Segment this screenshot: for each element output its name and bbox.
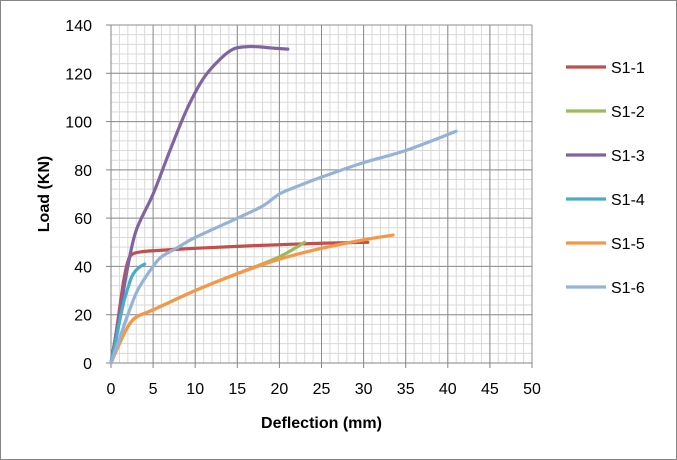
series-layer xyxy=(109,44,458,365)
x-tick-label: 0 xyxy=(107,381,116,398)
series-line-s1-1 xyxy=(109,240,370,365)
label-layer: 0 5 10 15 20 25 30 35 40 45 50 0 20 40 60 80 100 120 140 De… xyxy=(36,18,541,432)
legend-label-s1-2: S1-2 xyxy=(611,104,645,121)
x-tick-label: 30 xyxy=(355,381,373,398)
series-line-s1-5 xyxy=(109,233,395,365)
x-tick-label: 20 xyxy=(271,381,289,398)
y-tick-label: 20 xyxy=(74,308,92,325)
x-tick-label: 45 xyxy=(481,381,499,398)
x-tick-label: 25 xyxy=(313,381,331,398)
y-tick-label: 140 xyxy=(65,18,92,35)
x-tick-label: 5 xyxy=(149,381,158,398)
legend-layer: S1-1 S1-2 S1-3 S1-4 S1-5 S1-6 xyxy=(566,60,645,297)
legend-label-s1-6: S1-6 xyxy=(611,280,645,297)
y-tick-label: 0 xyxy=(83,356,92,373)
x-tick-label: 35 xyxy=(397,381,415,398)
x-tick-label: 15 xyxy=(228,381,246,398)
x-tick-label: 50 xyxy=(523,381,541,398)
series-line-s1-4 xyxy=(109,262,147,365)
x-tick-label: 40 xyxy=(439,381,457,398)
y-tick-label: 120 xyxy=(65,66,92,83)
series-line-s1-3 xyxy=(109,44,290,365)
grid-layer xyxy=(110,24,533,364)
legend-label-s1-4: S1-4 xyxy=(611,192,645,209)
x-tick-label: 10 xyxy=(186,381,204,398)
x-axis-title: Deflection (mm) xyxy=(261,415,382,432)
y-tick-label: 100 xyxy=(65,115,92,132)
y-tick-label: 80 xyxy=(74,163,92,180)
y-tick-label: 40 xyxy=(74,259,92,276)
axis-layer xyxy=(106,24,533,368)
legend-label-s1-5: S1-5 xyxy=(611,236,645,253)
y-tick-label: 60 xyxy=(74,211,92,228)
legend-label-s1-1: S1-1 xyxy=(611,60,645,77)
series-line-s1-6 xyxy=(109,129,458,365)
y-axis-title: Load (KN) xyxy=(36,156,53,232)
legend-label-s1-3: S1-3 xyxy=(611,148,645,165)
